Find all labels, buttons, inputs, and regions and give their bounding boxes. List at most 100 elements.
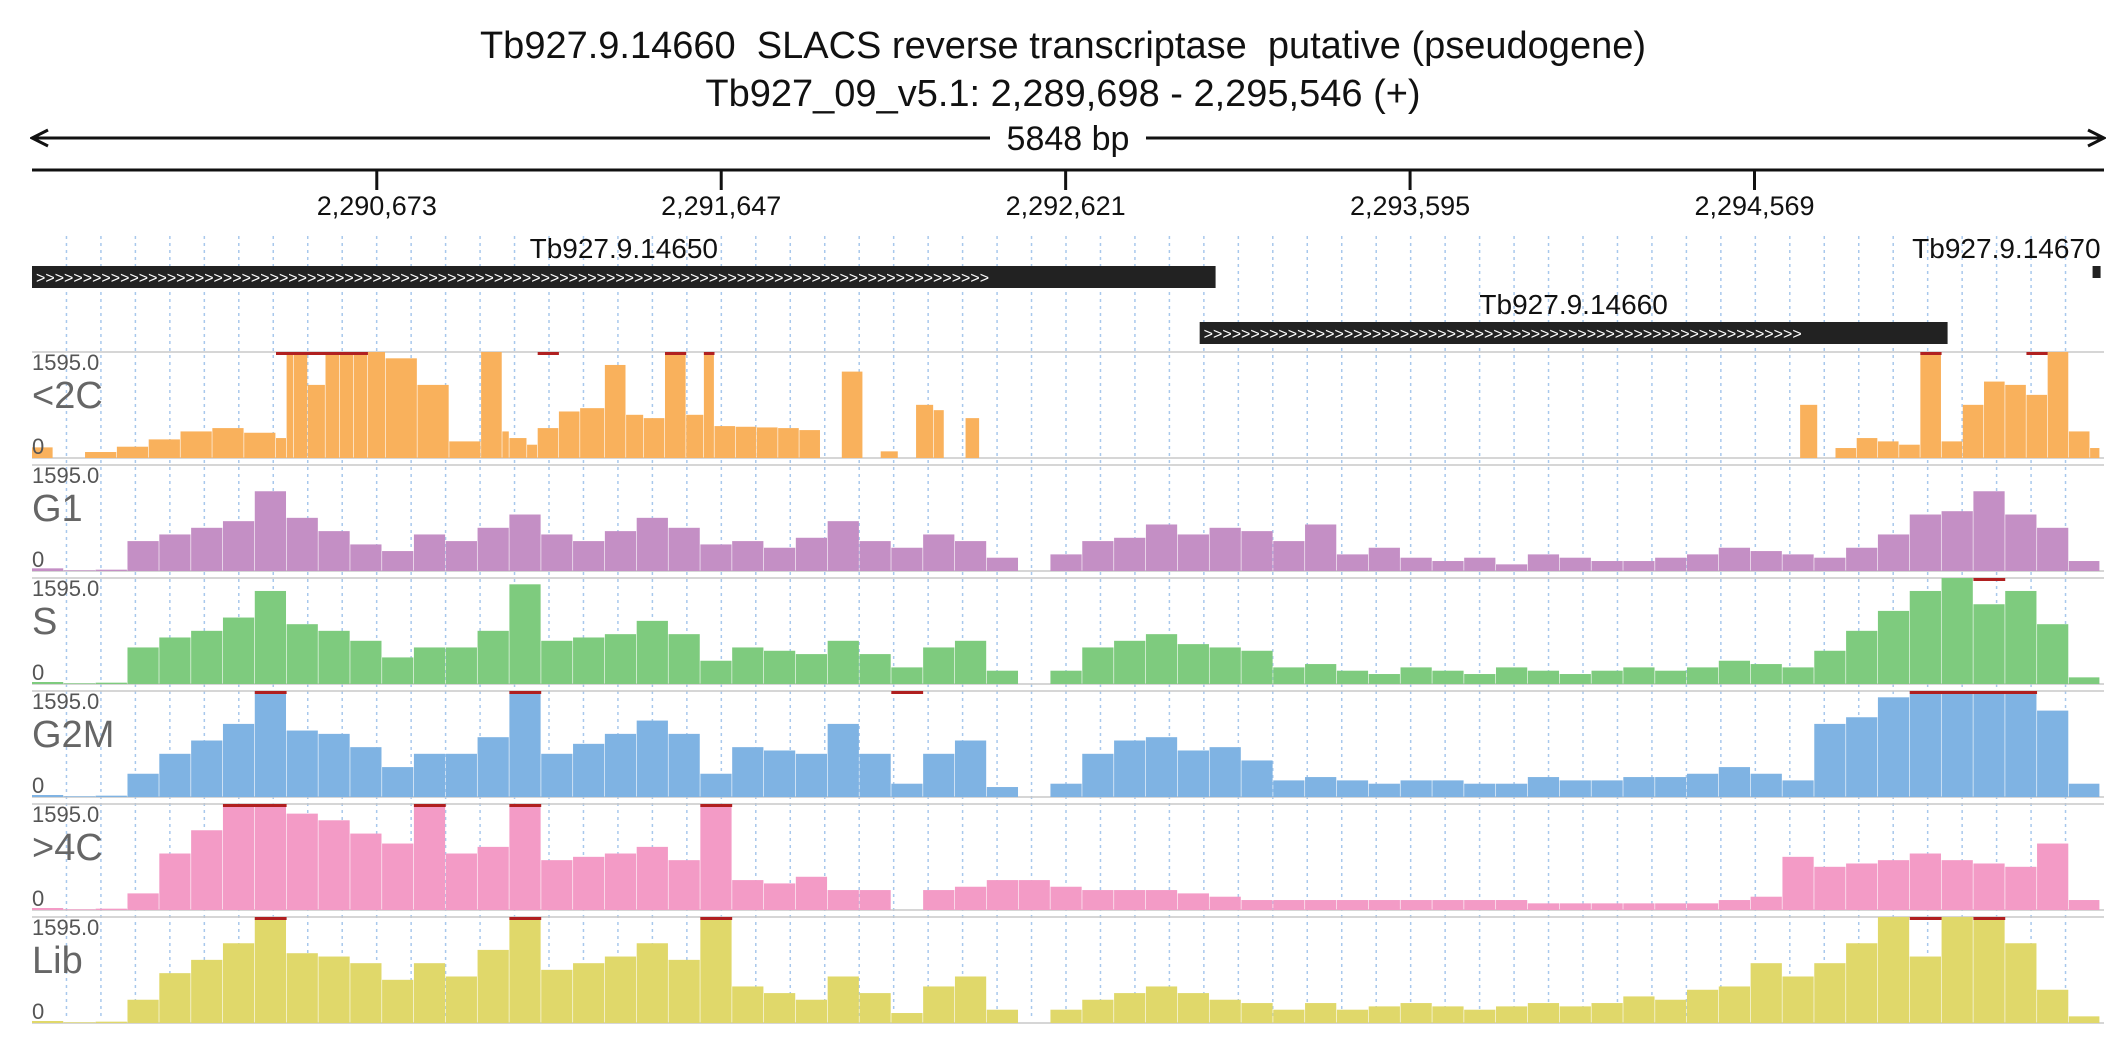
- coverage-bar: [636, 943, 668, 1023]
- coverage-bar: [1177, 893, 1209, 910]
- coverage-bar: [2068, 677, 2100, 684]
- coverage-bar: [191, 630, 223, 684]
- coverage-bar: [1655, 670, 1687, 684]
- coverage-bar: [1241, 900, 1273, 910]
- coverage-bar: [1114, 740, 1146, 797]
- track-2: 1595.0 0 S: [32, 576, 2104, 685]
- coverage-bar: [509, 691, 541, 797]
- coverage-bar: [32, 568, 64, 571]
- coverage-bar: [1336, 900, 1369, 910]
- coverage-bar: [191, 959, 223, 1023]
- coverage-bar: [286, 352, 294, 458]
- coverage-bar: [1559, 557, 1591, 571]
- coverage-bar: [1782, 976, 1814, 1023]
- coverage-bar: [1305, 1003, 1337, 1023]
- coverage-bar: [965, 418, 980, 458]
- coverage-bar: [413, 753, 446, 797]
- y-max-label: 1595.0: [32, 463, 99, 488]
- coverage-bar: [1909, 853, 1941, 910]
- coverage-bar: [382, 657, 414, 684]
- gene-track: >>>>>>>>>>>>>>>>>>>>>>>>>>>>>>>>>>>>>>>>…: [32, 233, 2101, 344]
- coverage-bar: [764, 547, 796, 571]
- coverage-bar: [413, 963, 446, 1023]
- clip-marker: [700, 917, 733, 920]
- coverage-bar: [1082, 999, 1114, 1023]
- coverage-bar: [1718, 986, 1751, 1023]
- coverage-bar: [159, 637, 191, 684]
- coverage-bar: [1400, 780, 1432, 797]
- clip-marker: [700, 804, 733, 807]
- coverage-bar: [2005, 514, 2037, 571]
- coverage-bar: [1368, 1006, 1400, 1023]
- coverage-bar: [159, 853, 191, 910]
- coverage-bar: [1368, 900, 1400, 910]
- coverage-bar: [1400, 557, 1432, 571]
- coverage-bar: [604, 531, 637, 571]
- coverage-bar: [2005, 590, 2037, 684]
- coverage-bar: [1750, 773, 1782, 797]
- coverage-bar: [1305, 524, 1337, 571]
- coverage-bar: [923, 986, 955, 1023]
- coverage-bar: [1145, 634, 1178, 684]
- y-max-label: 1595.0: [32, 576, 99, 601]
- track-name: <2C: [32, 375, 103, 417]
- coverage-bar: [32, 1021, 64, 1023]
- y-max-label: 1595.0: [32, 802, 99, 827]
- coverage-bar: [1750, 896, 1782, 910]
- x-tick-label: 2,293,595: [1350, 191, 1470, 221]
- gene-bar[interactable]: [32, 266, 1216, 288]
- coverage-bar: [1623, 996, 1655, 1023]
- coverage-bar: [180, 431, 212, 458]
- coverage-bar: [413, 647, 446, 684]
- y-min-label: 0: [32, 660, 44, 685]
- coverage-bar: [573, 743, 605, 797]
- coverage-bar: [1305, 900, 1337, 910]
- coverage-bar: [916, 404, 934, 458]
- coverage-bar: [127, 647, 159, 684]
- clip-marker: [413, 804, 446, 807]
- coverage-bar: [1909, 514, 1941, 571]
- track-name: >4C: [32, 827, 103, 869]
- track-3: 1595.0 0 G2M: [32, 689, 2104, 798]
- clip-marker: [222, 804, 287, 807]
- coverage-bar: [636, 720, 668, 797]
- coverage-bar: [859, 654, 891, 684]
- coverage-bar: [1623, 903, 1655, 910]
- coverage-bar: [795, 999, 828, 1023]
- coverage-bar: [799, 430, 820, 458]
- coverage-bar: [527, 444, 538, 458]
- gene-bar[interactable]: [1199, 322, 1948, 344]
- coverage-bar: [367, 352, 386, 458]
- coverage-bar: [1655, 999, 1687, 1023]
- coverage-bar: [1655, 557, 1687, 571]
- coverage-bar: [668, 860, 700, 910]
- coverage-bar: [1527, 670, 1560, 684]
- coverage-bar: [2037, 843, 2069, 910]
- y-max-label: 1595.0: [32, 689, 99, 714]
- coverage-bar: [1241, 760, 1273, 797]
- coverage-bar: [1782, 780, 1814, 797]
- coverage-bar: [2068, 783, 2100, 797]
- coverage-bar: [558, 411, 580, 458]
- y-min-label: 0: [32, 434, 44, 459]
- coverage-bar: [2037, 527, 2069, 571]
- coverage-bar: [244, 432, 276, 458]
- coverage-bar: [859, 890, 891, 910]
- coverage-bar: [318, 630, 350, 684]
- coverage-bar: [1527, 1003, 1560, 1023]
- gene-bar[interactable]: [2092, 266, 2101, 278]
- coverage-bar: [382, 767, 414, 797]
- coverage-bar: [1899, 444, 1920, 458]
- coverage-bar: [923, 753, 955, 797]
- coverage-bar: [986, 880, 1019, 910]
- coverage-bar: [191, 527, 223, 571]
- clip-marker: [891, 691, 924, 694]
- coverage-bar: [1973, 917, 2005, 1023]
- coverage-bar: [2005, 691, 2037, 797]
- coverage-bar: [764, 993, 796, 1023]
- coverage-bar: [1655, 777, 1687, 797]
- coverage-bar: [1145, 890, 1178, 910]
- coverage-bar: [1082, 541, 1114, 571]
- coverage-bar: [1559, 780, 1591, 797]
- coverage-bar: [95, 908, 127, 910]
